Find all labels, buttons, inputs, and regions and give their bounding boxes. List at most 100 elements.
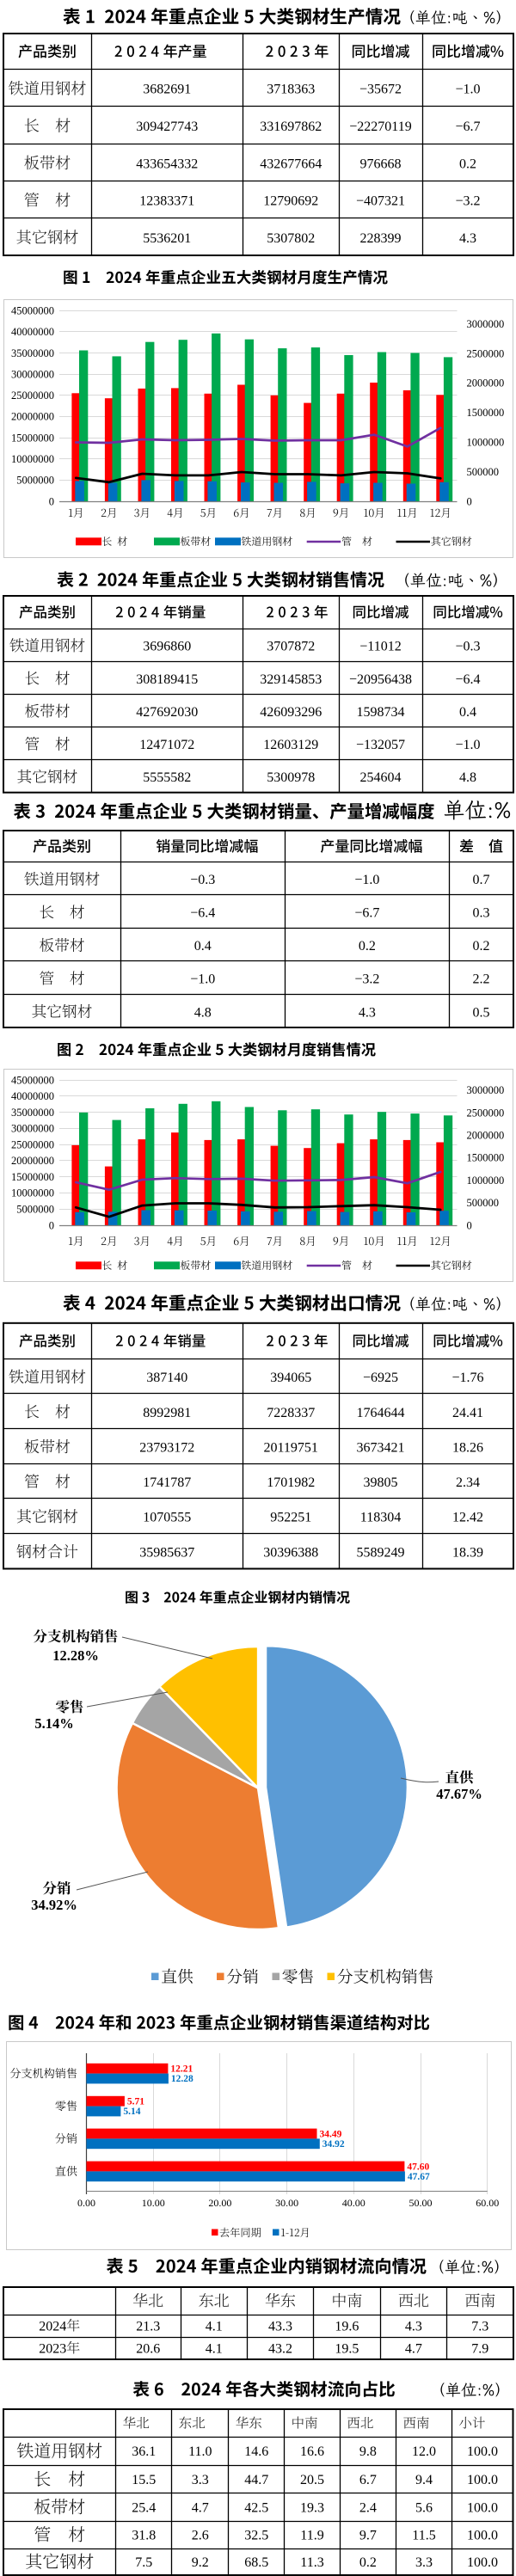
svg-text:3696860: 3696860: [143, 640, 191, 654]
svg-text:31.8: 31.8: [132, 2528, 156, 2542]
svg-text:−1.0: −1.0: [190, 972, 215, 987]
svg-text:20.5: 20.5: [300, 2473, 324, 2487]
svg-text:118304: 118304: [360, 1511, 401, 1525]
svg-text:7.3: 7.3: [471, 2319, 488, 2334]
svg-text:976668: 976668: [360, 156, 402, 171]
svg-text:−35672: −35672: [359, 83, 402, 97]
svg-text:5.71: 5.71: [127, 2097, 144, 2107]
svg-text:433654332: 433654332: [136, 156, 198, 171]
svg-text:4.8: 4.8: [194, 1005, 212, 1020]
svg-text:30000000: 30000000: [11, 1123, 54, 1135]
svg-text:20.6: 20.6: [136, 2341, 160, 2356]
svg-text:36.1: 36.1: [132, 2444, 156, 2459]
svg-text:5000000: 5000000: [16, 1204, 54, 1216]
svg-text:−3.2: −3.2: [354, 972, 379, 987]
svg-text:12.21: 12.21: [170, 2064, 193, 2075]
svg-text:−6.7: −6.7: [354, 906, 379, 921]
svg-text:20000000: 20000000: [11, 1155, 54, 1167]
svg-text:40000000: 40000000: [11, 326, 54, 338]
svg-text:0.2: 0.2: [359, 2555, 377, 2570]
svg-text:47.67%: 47.67%: [436, 1786, 482, 1802]
svg-text:43.2: 43.2: [268, 2341, 292, 2356]
svg-text:40000000: 40000000: [11, 1090, 54, 1102]
svg-text:2.2: 2.2: [473, 972, 490, 987]
svg-text:228399: 228399: [360, 231, 402, 246]
svg-text:500000: 500000: [467, 1197, 500, 1209]
svg-text:12.42: 12.42: [452, 1511, 483, 1525]
svg-text:20119751: 20119751: [263, 1440, 317, 1455]
svg-text:4.3: 4.3: [459, 231, 476, 246]
svg-text:23793172: 23793172: [139, 1440, 194, 1455]
svg-text:68.5: 68.5: [244, 2555, 268, 2570]
svg-text:34.92%: 34.92%: [31, 1897, 77, 1913]
svg-text:30.00: 30.00: [275, 2197, 298, 2209]
svg-text:7228337: 7228337: [267, 1406, 315, 1420]
svg-text:0.5: 0.5: [473, 1005, 490, 1020]
svg-text:5300978: 5300978: [267, 770, 315, 785]
svg-text:18.39: 18.39: [452, 1546, 483, 1561]
svg-text:10000000: 10000000: [11, 1187, 54, 1199]
svg-text:952251: 952251: [270, 1511, 311, 1525]
svg-text:5.6: 5.6: [415, 2500, 433, 2515]
svg-text:4.1: 4.1: [206, 2319, 223, 2334]
svg-text:−3.2: −3.2: [455, 194, 480, 209]
svg-text:3.3: 3.3: [415, 2555, 433, 2570]
svg-text:12471072: 12471072: [139, 738, 194, 752]
svg-text:15000000: 15000000: [11, 1171, 54, 1183]
svg-text:9.2: 9.2: [192, 2555, 209, 2570]
svg-text:7.5: 7.5: [135, 2555, 152, 2570]
svg-text:−6.4: −6.4: [190, 906, 215, 921]
svg-text:−20956438: −20956438: [349, 672, 412, 687]
svg-text:4.3: 4.3: [405, 2319, 422, 2334]
svg-text:12.28%: 12.28%: [52, 1647, 99, 1664]
svg-text:100.0: 100.0: [467, 2555, 498, 2570]
svg-text:11.9: 11.9: [300, 2528, 323, 2542]
svg-text:50.00: 50.00: [409, 2197, 433, 2209]
svg-text:394065: 394065: [270, 1371, 311, 1385]
svg-text:6.7: 6.7: [359, 2473, 377, 2487]
svg-text:25.4: 25.4: [132, 2500, 156, 2515]
svg-text:309427743: 309427743: [136, 120, 198, 134]
svg-text:35000000: 35000000: [11, 347, 54, 359]
svg-text:2024: 2024: [39, 2319, 66, 2334]
svg-text:1741787: 1741787: [143, 1475, 191, 1490]
svg-text:45000000: 45000000: [11, 1074, 54, 1086]
svg-text:4.8: 4.8: [459, 770, 476, 785]
svg-text:4.7: 4.7: [192, 2500, 209, 2515]
svg-text:0.2: 0.2: [459, 156, 476, 171]
svg-text:2000000: 2000000: [467, 377, 505, 389]
svg-text:11.5: 11.5: [412, 2528, 435, 2542]
svg-text:100.0: 100.0: [467, 2444, 498, 2459]
svg-text:0.2: 0.2: [359, 939, 376, 954]
svg-text:30000000: 30000000: [11, 368, 54, 380]
svg-text:19.6: 19.6: [335, 2319, 359, 2334]
svg-text:19.3: 19.3: [300, 2500, 324, 2515]
svg-text:19.5: 19.5: [335, 2341, 359, 2356]
svg-text:34.49: 34.49: [320, 2129, 342, 2139]
svg-text:3707872: 3707872: [267, 640, 315, 654]
svg-text:0.4: 0.4: [194, 939, 212, 954]
svg-text:3000000: 3000000: [467, 1084, 505, 1096]
svg-text:15000000: 15000000: [11, 432, 54, 444]
svg-text:−6.7: −6.7: [455, 120, 480, 134]
svg-text:329145853: 329145853: [260, 672, 322, 687]
svg-text:43.3: 43.3: [268, 2319, 292, 2334]
svg-text:9.8: 9.8: [359, 2444, 377, 2459]
svg-text:1000000: 1000000: [467, 437, 505, 449]
svg-text:2500000: 2500000: [467, 347, 505, 359]
svg-text:−6925: −6925: [363, 1371, 398, 1385]
svg-text:1764644: 1764644: [357, 1406, 405, 1420]
svg-text:42.5: 42.5: [244, 2500, 268, 2515]
svg-text:12603129: 12603129: [263, 738, 318, 752]
svg-text:21.3: 21.3: [136, 2319, 160, 2334]
svg-text:432677664: 432677664: [260, 156, 322, 171]
svg-text:0: 0: [49, 1219, 54, 1231]
svg-text:25000000: 25000000: [11, 389, 54, 402]
svg-text:0.3: 0.3: [473, 906, 490, 921]
svg-text:−1.0: −1.0: [455, 738, 480, 752]
svg-text:1500000: 1500000: [467, 1152, 505, 1164]
svg-text:47.60: 47.60: [407, 2162, 429, 2172]
svg-text:4.3: 4.3: [359, 1005, 376, 1020]
svg-text:20.00: 20.00: [208, 2197, 231, 2209]
svg-text:11.3: 11.3: [300, 2555, 323, 2570]
